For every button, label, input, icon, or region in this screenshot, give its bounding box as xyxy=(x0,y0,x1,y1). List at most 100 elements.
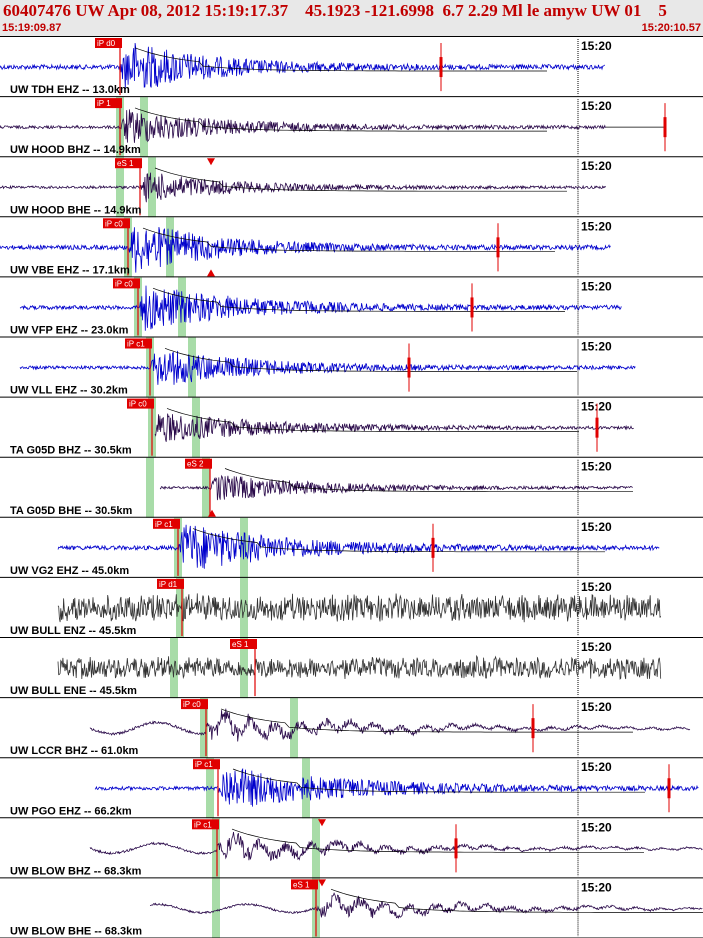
pick-label: eS 1 xyxy=(117,159,134,168)
station-label: UW VLL EHZ -- 30.2km xyxy=(10,385,128,397)
station-label: TA G05D BHE -- 30.5km xyxy=(10,505,132,517)
trace-row[interactable]: 15:20 eS 2 TA G05D BHE -- 30.5km xyxy=(0,458,703,518)
pick-label: iP c1 xyxy=(195,760,213,769)
phase-window-band xyxy=(302,758,310,819)
start-time: 15:19:09.87 xyxy=(2,22,62,34)
trace-row[interactable]: 15:20 iP c0 UW VBE EHZ -- 17.1km xyxy=(0,218,703,278)
trace-row[interactable]: 15:20 iP c1 UW VG2 EHZ -- 45.0km xyxy=(0,518,703,578)
station-label: UW LCCR BHZ -- 61.0km xyxy=(10,745,139,757)
station-label: UW BULL ENZ -- 45.5km xyxy=(10,625,137,637)
pick-label-box[interactable] xyxy=(95,38,122,48)
waveform xyxy=(159,474,633,501)
waveform xyxy=(0,42,606,90)
coda-curve xyxy=(231,828,644,853)
pick-label: iP c0 xyxy=(105,219,123,228)
pick-label: eS 1 xyxy=(293,880,310,889)
coda-curve xyxy=(134,107,547,132)
waveform xyxy=(0,227,611,273)
pick-label-box[interactable] xyxy=(157,578,184,589)
pick-label: iP 1 xyxy=(97,99,111,108)
waveform xyxy=(89,831,703,862)
waveform xyxy=(19,350,636,385)
phase-marker-box xyxy=(431,537,435,558)
phase-marker-box xyxy=(531,718,535,739)
waveform xyxy=(0,172,606,203)
coda-curve xyxy=(232,768,645,793)
trace-row[interactable]: 15:20 iP c0 UW LCCR BHZ -- 61.0km xyxy=(0,699,703,759)
trace-row[interactable]: 15:20 iP d0 UW TDH EHZ -- 13.0km xyxy=(0,38,703,98)
coda-curve xyxy=(134,47,547,72)
station-label: UW BULL ENE -- 45.5km xyxy=(10,685,137,697)
minute-tick-label: 15:20 xyxy=(581,279,612,293)
pick-label: iP d1 xyxy=(159,580,178,589)
minute-tick-label: 15:20 xyxy=(581,520,612,534)
pick-label-box[interactable] xyxy=(193,759,220,770)
pick-label-box[interactable] xyxy=(113,278,140,289)
phase-window-band xyxy=(290,698,298,759)
station-label: UW VBE EHZ -- 17.1km xyxy=(10,264,130,276)
trace-row[interactable]: 15:20 iP d1 UW BULL ENZ -- 45.5km xyxy=(0,578,703,638)
station-label: UW HOOD BHE -- 14.9km xyxy=(10,204,142,216)
phase-marker-box xyxy=(407,357,411,378)
trace-row[interactable]: 15:20 iP c1 UW VLL EHZ -- 30.2km xyxy=(0,338,703,398)
station-label: UW TDH EHZ -- 13.0km xyxy=(10,84,130,96)
coda-curve xyxy=(224,468,633,493)
coda-curve xyxy=(330,888,703,913)
trace-row[interactable]: 15:20 eS 1 UW BULL ENE -- 45.5km xyxy=(0,639,703,699)
phase-window-band xyxy=(212,818,220,879)
pick-label: iP c1 xyxy=(127,340,145,349)
phase-window-band xyxy=(176,577,184,638)
pick-label-box[interactable] xyxy=(115,158,142,169)
phase-window-band xyxy=(148,157,156,218)
minute-tick-label: 15:20 xyxy=(581,580,612,594)
pick-label-box[interactable] xyxy=(153,518,180,529)
pick-label-box[interactable] xyxy=(127,398,154,409)
waveform xyxy=(89,708,691,742)
minute-tick-label: 15:20 xyxy=(581,760,612,774)
minute-tick-label: 15:20 xyxy=(581,820,612,834)
pick-label-box[interactable] xyxy=(185,458,212,469)
trace-row[interactable]: 15:20 iP c0 UW VFP EHZ -- 23.0km xyxy=(0,278,703,338)
polarity-triangle xyxy=(207,269,215,277)
phase-marker-box xyxy=(496,237,500,258)
coda-curve xyxy=(166,408,579,432)
phase-window-band xyxy=(140,97,148,158)
seismogram-panel[interactable]: 15:20 iP d0 UW TDH EHZ -- 13.0km 15:20 iP 1 U… xyxy=(0,37,703,938)
coda-curve xyxy=(154,167,567,192)
station-label: UW VFP EHZ -- 23.0km xyxy=(10,325,129,337)
phase-window-band xyxy=(312,818,320,879)
trace-row[interactable]: 15:20 iP c1 UW PGO EHZ -- 66.2km xyxy=(0,759,703,819)
waveform xyxy=(0,109,606,143)
pick-label: eS 2 xyxy=(187,460,204,469)
phase-marker-box xyxy=(663,117,667,138)
trace-row[interactable]: 15:20 iP c1 UW BLOW BHZ -- 68.3km xyxy=(0,819,703,879)
minute-tick-label: 15:20 xyxy=(581,159,612,173)
pick-label-box[interactable] xyxy=(230,639,257,649)
pick-label-box[interactable] xyxy=(192,819,219,830)
pick-label-box[interactable] xyxy=(95,98,122,109)
polarity-triangle xyxy=(318,819,326,827)
pick-label-box[interactable] xyxy=(291,879,318,890)
station-label: UW BLOW BHE -- 68.3km xyxy=(10,926,142,938)
pick-label-box[interactable] xyxy=(125,338,152,349)
polarity-triangle xyxy=(318,879,326,887)
trace-row[interactable]: 15:20 eS 1 UW BLOW BHE -- 68.3km xyxy=(0,879,703,938)
phase-window-band xyxy=(116,157,124,218)
trace-row[interactable]: 15:20 eS 1 UW HOOD BHE -- 14.9km xyxy=(0,158,703,218)
coda-curve xyxy=(152,287,565,312)
minute-tick-label: 15:20 xyxy=(581,39,612,53)
pick-label-box[interactable] xyxy=(181,699,208,710)
waveform xyxy=(94,767,699,807)
phase-window-band xyxy=(212,878,220,938)
trace-row[interactable]: 15:20 iP 1 UW HOOD BHZ -- 14.9km xyxy=(0,98,703,158)
coda-curve xyxy=(164,347,577,372)
waveform xyxy=(149,892,703,920)
pick-label-box[interactable] xyxy=(103,218,130,229)
pick-label: eS 1 xyxy=(232,640,249,649)
station-label: UW BLOW BHZ -- 68.3km xyxy=(10,865,142,877)
polarity-triangle xyxy=(207,158,215,166)
coda-curve xyxy=(192,528,605,553)
phase-window-band xyxy=(166,217,174,278)
minute-tick-label: 15:20 xyxy=(581,460,612,474)
